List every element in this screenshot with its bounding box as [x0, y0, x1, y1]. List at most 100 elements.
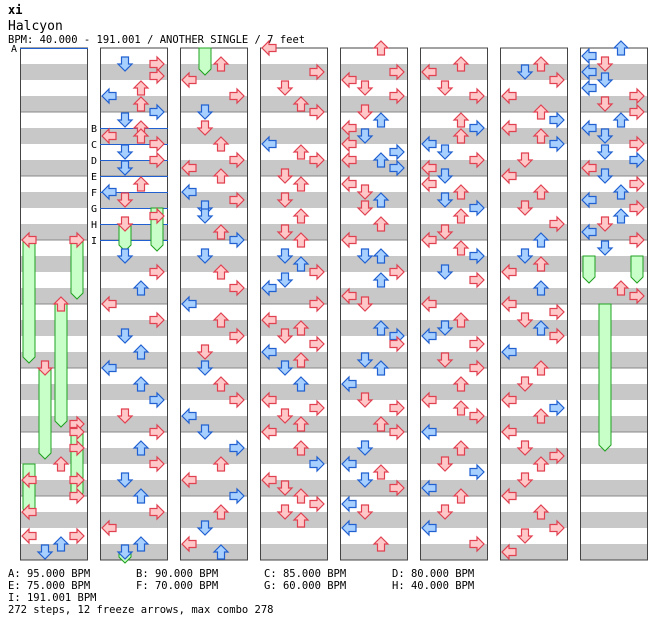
step-arrow: [421, 159, 437, 177]
bpm-legend-row: I: 191.001 BPM: [8, 592, 274, 604]
step-arrow: [292, 416, 310, 432]
step-arrow: [532, 232, 550, 248]
step-arrow: [469, 151, 485, 169]
step-arrow: [341, 375, 357, 393]
step-arrow: [549, 519, 565, 537]
step-arrow: [389, 263, 405, 281]
step-arrow: [196, 120, 214, 136]
step-arrow: [276, 80, 294, 96]
step-arrow: [436, 80, 454, 96]
step-arrow: [436, 504, 454, 520]
step-arrow: [21, 527, 37, 545]
step-arrow: [292, 256, 310, 272]
step-arrow: [532, 504, 550, 520]
chart-column: [260, 47, 328, 561]
step-arrow: [341, 495, 357, 513]
freeze-arrow: [54, 303, 68, 428]
step-arrow: [549, 111, 565, 129]
step-arrow: [292, 512, 310, 528]
step-arrow: [629, 87, 645, 105]
step-arrow: [356, 80, 374, 96]
step-arrow: [101, 183, 117, 201]
step-arrow: [356, 392, 374, 408]
step-arrow: [149, 67, 165, 85]
step-arrow: [581, 79, 597, 97]
step-arrow: [276, 480, 294, 496]
beat-band: [100, 192, 168, 208]
beat-band: [580, 480, 648, 496]
step-arrow: [36, 360, 54, 376]
beat-band: [580, 352, 648, 368]
step-arrow: [469, 87, 485, 105]
beat-band: [100, 544, 168, 560]
step-arrow: [581, 191, 597, 209]
step-arrow: [532, 104, 550, 120]
bpm-legend-item: H: 40.000 BPM: [392, 580, 475, 592]
beat-band: [340, 352, 408, 368]
step-arrow: [149, 391, 165, 409]
beat-band: [500, 288, 568, 304]
beat-band: [580, 320, 648, 336]
step-arrow: [341, 231, 357, 249]
bpm-legend-item: A: 95.000 BPM: [8, 568, 91, 580]
step-arrow: [261, 343, 277, 361]
step-arrow: [101, 87, 117, 105]
step-arrow: [421, 135, 437, 153]
step-arrow: [36, 544, 54, 560]
step-arrow: [452, 400, 470, 416]
step-arrow: [181, 159, 197, 177]
chart-column: [420, 47, 488, 561]
step-arrow: [452, 208, 470, 224]
step-arrow: [501, 423, 517, 441]
step-arrow: [229, 151, 245, 169]
step-arrow: [469, 463, 485, 481]
beat-band: [420, 384, 488, 400]
step-arrow: [292, 144, 310, 160]
step-arrow: [501, 119, 517, 137]
beat-band: [340, 448, 408, 464]
beat-band: [260, 480, 328, 496]
step-arrow: [372, 464, 390, 480]
step-arrow: [309, 335, 325, 353]
freeze-arrow: [22, 239, 36, 364]
step-arrow: [309, 295, 325, 313]
chart-column: [180, 47, 248, 561]
step-arrow: [549, 71, 565, 89]
step-arrow: [229, 327, 245, 345]
freeze-arrow: [630, 255, 644, 284]
step-arrow: [549, 215, 565, 233]
step-arrow: [372, 320, 390, 336]
step-arrow: [69, 231, 85, 249]
step-arrow: [69, 527, 85, 545]
step-arrow: [469, 335, 485, 353]
beat-band: [20, 96, 88, 112]
step-arrow: [181, 183, 197, 201]
bpm-marker-label: E: [91, 172, 97, 183]
beat-band: [500, 416, 568, 432]
bpm-legend-row: A: 95.000 BPM B: 90.000 BPM C: 85.000 BP…: [8, 568, 474, 580]
step-arrow: [212, 168, 230, 184]
step-arrow: [372, 360, 390, 376]
bpm-marker-label: H: [91, 220, 97, 231]
step-arrow: [436, 144, 454, 160]
step-arrow: [212, 544, 230, 560]
step-arrow: [452, 488, 470, 504]
beat-band: [420, 512, 488, 528]
bpm-marker-label: G: [91, 204, 97, 215]
step-arrow: [149, 151, 165, 169]
step-arrow: [116, 328, 134, 344]
step-arrow: [581, 47, 597, 65]
step-arrow: [516, 200, 534, 216]
step-arrow: [549, 135, 565, 153]
step-arrow: [132, 80, 150, 96]
bpm-marker-label: I: [91, 236, 97, 247]
beat-band: [20, 320, 88, 336]
step-arrow: [309, 63, 325, 81]
beat-band: [340, 128, 408, 144]
bpm-marker-label: A: [11, 44, 17, 55]
step-arrow: [132, 96, 150, 112]
step-arrow: [276, 328, 294, 344]
beat-band: [20, 160, 88, 176]
step-arrow: [229, 231, 245, 249]
step-arrow: [532, 256, 550, 272]
